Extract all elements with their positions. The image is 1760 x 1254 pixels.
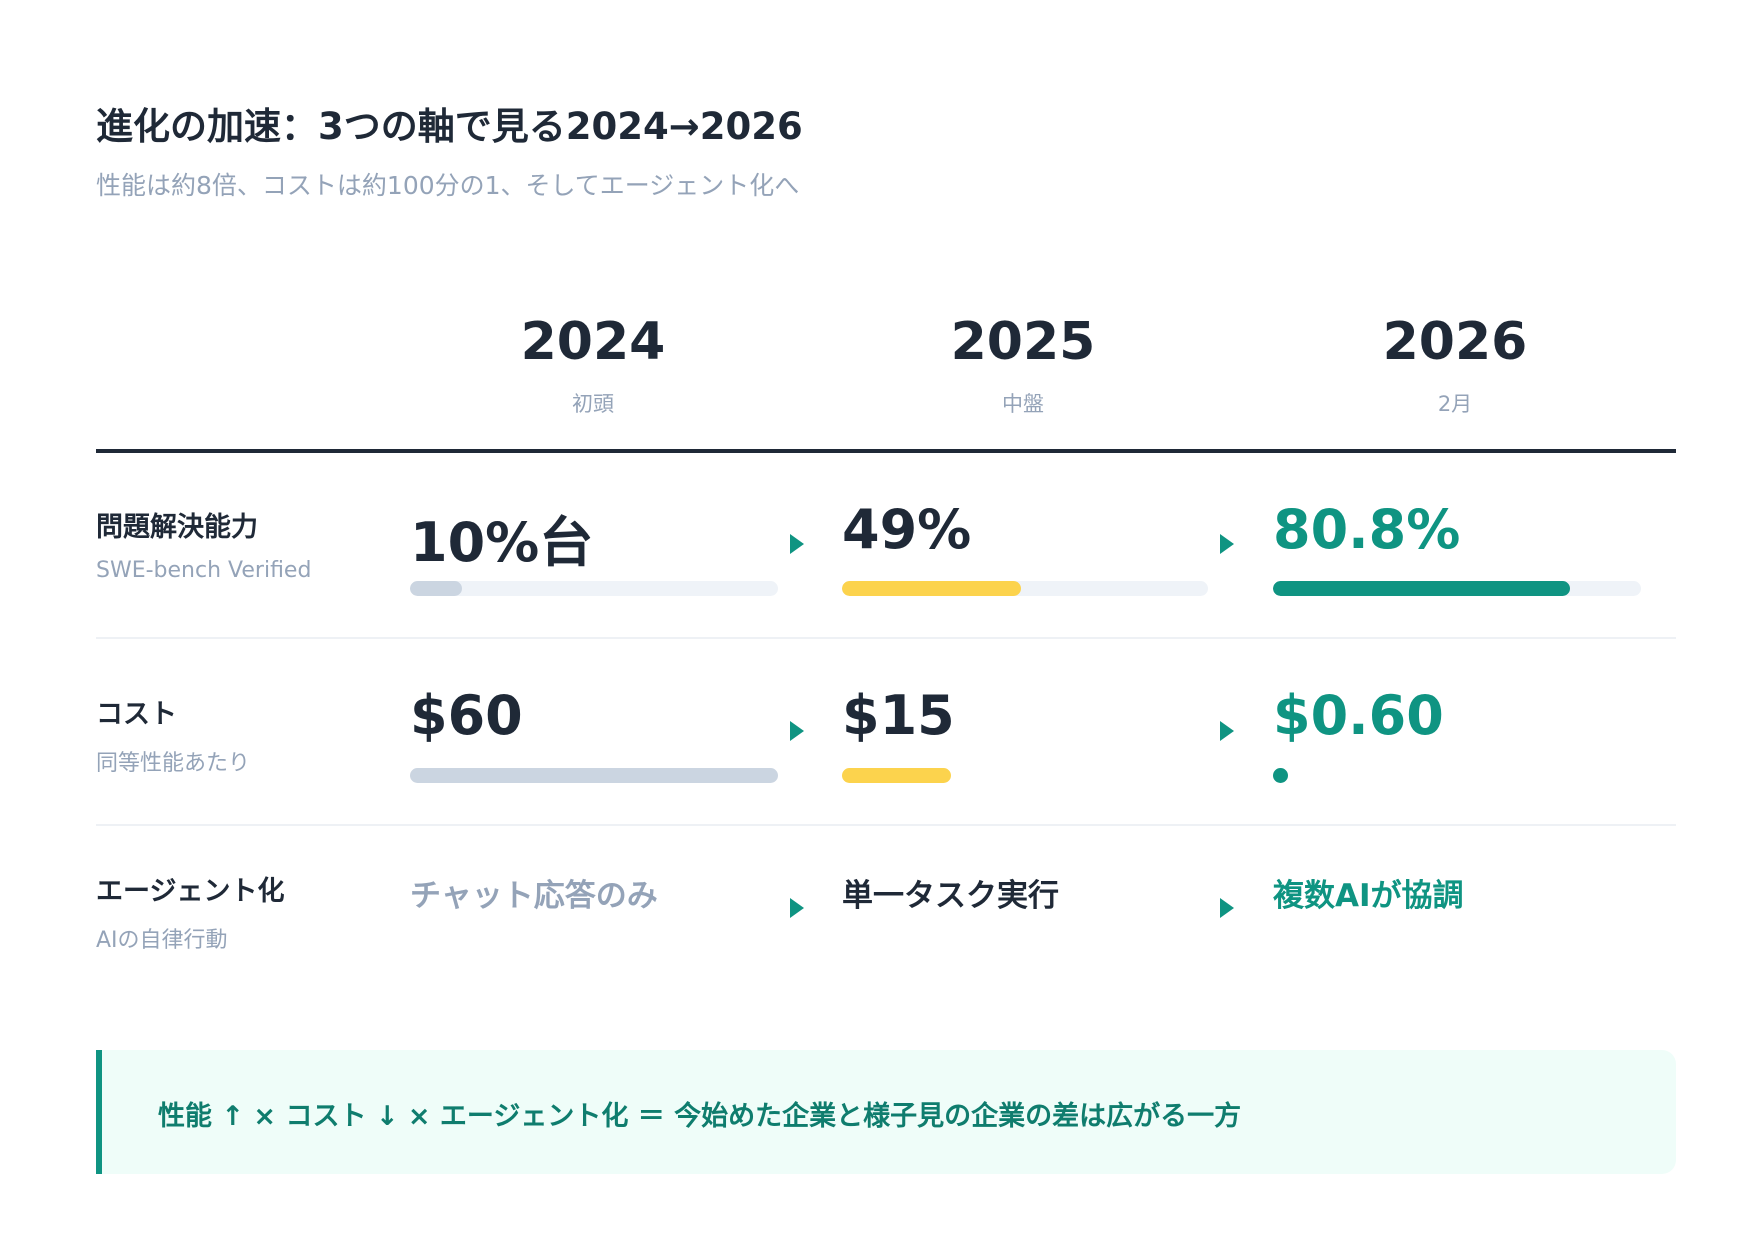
performance-bar-2026	[1273, 581, 1571, 596]
column-period-2026: 2月	[1437, 392, 1473, 416]
agent-value-2024: チャット応答のみ	[410, 878, 658, 914]
row-sublabel-performance: SWE-bench Verified	[96, 558, 312, 583]
performance-bar-2024	[410, 581, 462, 596]
performance-value-2025: 49%	[842, 498, 972, 561]
page-subtitle: 性能は約8倍、コストは約100分の1、そしてエージェント化へ	[96, 171, 800, 200]
row-divider	[96, 637, 1676, 639]
column-period-2024: 初頭	[572, 392, 614, 416]
row-divider	[96, 824, 1676, 826]
summary-callout: 性能 ↑ × コスト ↓ × エージェント化 ＝ 今始めた企業と様子見の企業の差…	[96, 1050, 1676, 1174]
play-triangle-icon	[1220, 721, 1234, 741]
column-year-2026: 2026	[1382, 312, 1528, 372]
cost-value-2025: $15	[842, 684, 955, 747]
play-triangle-icon	[790, 534, 804, 554]
play-triangle-icon	[1220, 898, 1234, 918]
row-sublabel-cost: 同等性能あたり	[96, 751, 251, 776]
row-label-performance: 問題解決能力	[96, 512, 258, 543]
row-sublabel-agent: AIの自律行動	[96, 928, 228, 953]
column-period-2025: 中盤	[1002, 392, 1044, 416]
row-label-cost: コスト	[96, 699, 177, 730]
row-label-agent: エージェント化	[96, 876, 285, 907]
header-divider	[96, 449, 1676, 453]
cost-bar-2025	[842, 768, 951, 783]
agent-value-2026: 複数AIが協調	[1273, 878, 1464, 914]
column-year-2024: 2024	[520, 312, 666, 372]
performance-value-2026: 80.8%	[1273, 498, 1461, 561]
cost-dot-2026	[1273, 768, 1288, 783]
cost-value-2024: $60	[410, 684, 523, 747]
cost-bar-2024	[410, 768, 778, 783]
column-year-2025: 2025	[950, 312, 1096, 372]
performance-bar-2025	[842, 581, 1022, 596]
performance-track-2025	[842, 581, 1208, 596]
performance-value-2024: 10%台	[410, 511, 594, 574]
performance-track-2026	[1273, 581, 1641, 596]
agent-value-2025: 単一タスク実行	[842, 878, 1059, 914]
page-title: 進化の加速：3つの軸で見る2024→2026	[96, 105, 803, 148]
play-triangle-icon	[790, 898, 804, 918]
cost-value-2026: $0.60	[1273, 684, 1444, 747]
play-triangle-icon	[790, 721, 804, 741]
summary-callout-text: 性能 ↑ × コスト ↓ × エージェント化 ＝ 今始めた企業と様子見の企業の差…	[158, 1101, 1242, 1132]
play-triangle-icon	[1220, 534, 1234, 554]
performance-track-2024	[410, 581, 778, 596]
